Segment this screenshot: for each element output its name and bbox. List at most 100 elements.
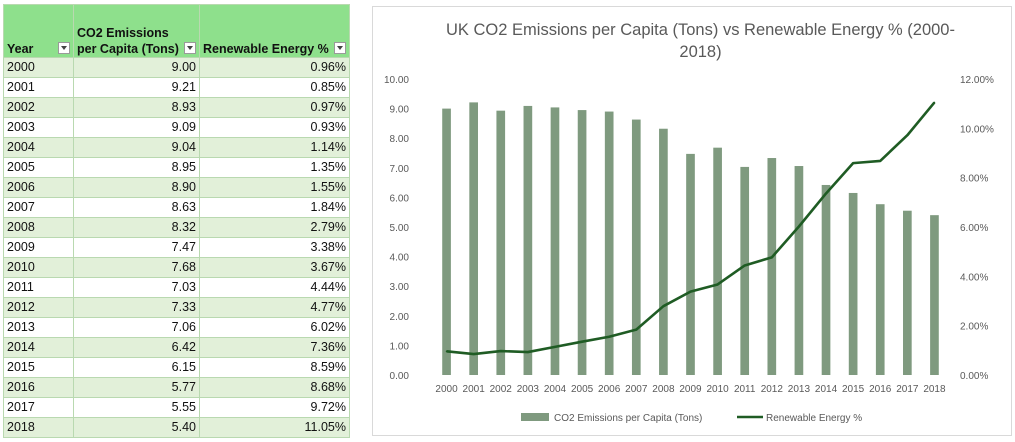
co2-cell[interactable]: 7.33	[73, 297, 200, 318]
header-year-label: Year	[7, 42, 34, 56]
renewable-cell[interactable]: 7.36%	[199, 337, 350, 358]
combo-chart: UK CO2 Emissions per Capita (Tons) vs Re…	[384, 21, 994, 424]
renewable-cell[interactable]: 3.67%	[199, 257, 350, 278]
table-row: 2001 9.21 0.85%	[3, 77, 350, 98]
renewable-cell[interactable]: 8.59%	[199, 357, 350, 378]
co2-cell[interactable]: 8.90	[73, 177, 200, 198]
renewable-point	[879, 160, 882, 162]
chart-container[interactable]: UK CO2 Emissions per Capita (Tons) vs Re…	[372, 6, 1012, 436]
co2-cell[interactable]: 8.32	[73, 217, 200, 238]
co2-bar	[794, 166, 804, 375]
year-cell[interactable]: 2004	[3, 137, 74, 158]
x-tick-label: 2015	[842, 384, 865, 395]
year-cell[interactable]: 2018	[3, 417, 74, 438]
year-cell[interactable]: 2001	[3, 77, 74, 98]
year-cell[interactable]: 2012	[3, 297, 74, 318]
renewable-cell[interactable]: 4.77%	[199, 297, 350, 318]
header-co2-label: CO2 Emissions per Capita (Tons)	[77, 26, 179, 56]
y-left-tick-label: 8.00	[390, 134, 410, 145]
co2-cell[interactable]: 8.63	[73, 197, 200, 218]
table-row: 2015 6.15 8.59%	[3, 357, 350, 378]
x-tick-label: 2009	[679, 384, 702, 395]
chart-title-line-1: UK CO2 Emissions per Capita (Tons) vs Re…	[446, 21, 955, 39]
renewable-point	[445, 350, 448, 353]
co2-bar	[930, 215, 939, 375]
co2-cell[interactable]: 8.93	[73, 97, 200, 118]
x-tick-label: 2002	[490, 384, 513, 395]
year-cell[interactable]: 2002	[3, 97, 74, 118]
x-tick-label: 2012	[761, 384, 784, 395]
year-cell[interactable]: 2017	[3, 397, 74, 418]
year-cell[interactable]: 2006	[3, 177, 74, 198]
renewable-cell[interactable]: 1.35%	[199, 157, 350, 178]
co2-cell[interactable]: 7.06	[73, 317, 200, 338]
header-year[interactable]: Year	[3, 4, 74, 58]
y-left-tick-label: 0.00	[390, 371, 410, 382]
renewable-cell[interactable]: 1.84%	[199, 197, 350, 218]
renewable-point	[581, 340, 583, 343]
renewable-cell[interactable]: 0.93%	[199, 117, 350, 138]
table-row: 2011 7.03 4.44%	[3, 277, 350, 298]
renewable-cell[interactable]: 11.05%	[199, 417, 350, 438]
table-row: 2014 6.42 7.36%	[3, 337, 350, 358]
renewable-cell[interactable]: 1.55%	[199, 177, 350, 198]
co2-bar	[875, 204, 885, 375]
year-cell[interactable]: 2014	[3, 337, 74, 358]
year-cell[interactable]: 2013	[3, 317, 74, 338]
renewable-point	[716, 283, 719, 286]
x-tick-label: 2006	[598, 384, 621, 395]
renewable-cell[interactable]: 4.44%	[199, 277, 350, 298]
co2-cell[interactable]: 7.68	[73, 257, 200, 278]
co2-cell[interactable]: 7.47	[73, 237, 200, 258]
co2-cell[interactable]: 8.95	[73, 157, 200, 178]
co2-bar	[903, 210, 912, 375]
year-cell[interactable]: 2000	[3, 57, 74, 78]
renewable-cell[interactable]: 9.72%	[199, 397, 350, 418]
renewable-cell[interactable]: 6.02%	[199, 317, 350, 338]
renewable-point	[527, 351, 529, 353]
filter-dropdown-icon[interactable]	[58, 42, 70, 54]
y-left-tick-label: 2.00	[390, 312, 410, 323]
x-tick-label: 2013	[788, 384, 811, 395]
co2-cell[interactable]: 9.09	[73, 117, 200, 138]
year-cell[interactable]: 2016	[3, 377, 74, 398]
year-cell[interactable]: 2007	[3, 197, 74, 218]
filter-dropdown-icon[interactable]	[184, 42, 196, 54]
legend-swatch-co2	[521, 413, 549, 421]
co2-cell[interactable]: 5.40	[73, 417, 200, 438]
year-cell[interactable]: 2015	[3, 357, 74, 378]
x-tick-label: 2005	[571, 384, 594, 395]
year-cell[interactable]: 2009	[3, 237, 74, 258]
table-row: 2000 9.00 0.96%	[3, 57, 350, 78]
co2-cell[interactable]: 5.77	[73, 377, 200, 398]
co2-cell[interactable]: 9.21	[73, 77, 200, 98]
table-row: 2016 5.77 8.68%	[3, 377, 350, 398]
co2-cell[interactable]: 6.15	[73, 357, 200, 378]
renewable-point	[743, 264, 746, 267]
legend-label-co2: CO2 Emissions per Capita (Tons)	[554, 413, 702, 424]
co2-cell[interactable]: 9.04	[73, 137, 200, 158]
renewable-cell[interactable]: 0.96%	[199, 57, 350, 78]
data-table: Year CO2 Emissions per Capita (Tons) Ren…	[3, 4, 350, 438]
year-cell[interactable]: 2008	[3, 217, 74, 238]
renewable-cell[interactable]: 1.14%	[199, 137, 350, 158]
renewable-cell[interactable]: 8.68%	[199, 377, 350, 398]
year-cell[interactable]: 2010	[3, 257, 74, 278]
year-cell[interactable]: 2003	[3, 117, 74, 138]
year-cell[interactable]: 2011	[3, 277, 74, 298]
co2-cell[interactable]: 5.55	[73, 397, 200, 418]
year-cell[interactable]: 2005	[3, 157, 74, 178]
filter-dropdown-icon[interactable]	[334, 42, 346, 54]
header-renewable[interactable]: Renewable Energy %	[199, 4, 350, 58]
x-tick-label: 2001	[463, 384, 486, 395]
renewable-cell[interactable]: 0.97%	[199, 97, 350, 118]
co2-cell[interactable]: 9.00	[73, 57, 200, 78]
renewable-cell[interactable]: 2.79%	[199, 217, 350, 238]
co2-cell[interactable]: 6.42	[73, 337, 200, 358]
y-right-tick-label: 8.00%	[960, 174, 988, 185]
renewable-cell[interactable]: 3.38%	[199, 237, 350, 258]
header-co2[interactable]: CO2 Emissions per Capita (Tons)	[73, 4, 200, 58]
renewable-cell[interactable]: 0.85%	[199, 77, 350, 98]
y-left-tick-label: 9.00	[390, 105, 410, 116]
co2-cell[interactable]: 7.03	[73, 277, 200, 298]
